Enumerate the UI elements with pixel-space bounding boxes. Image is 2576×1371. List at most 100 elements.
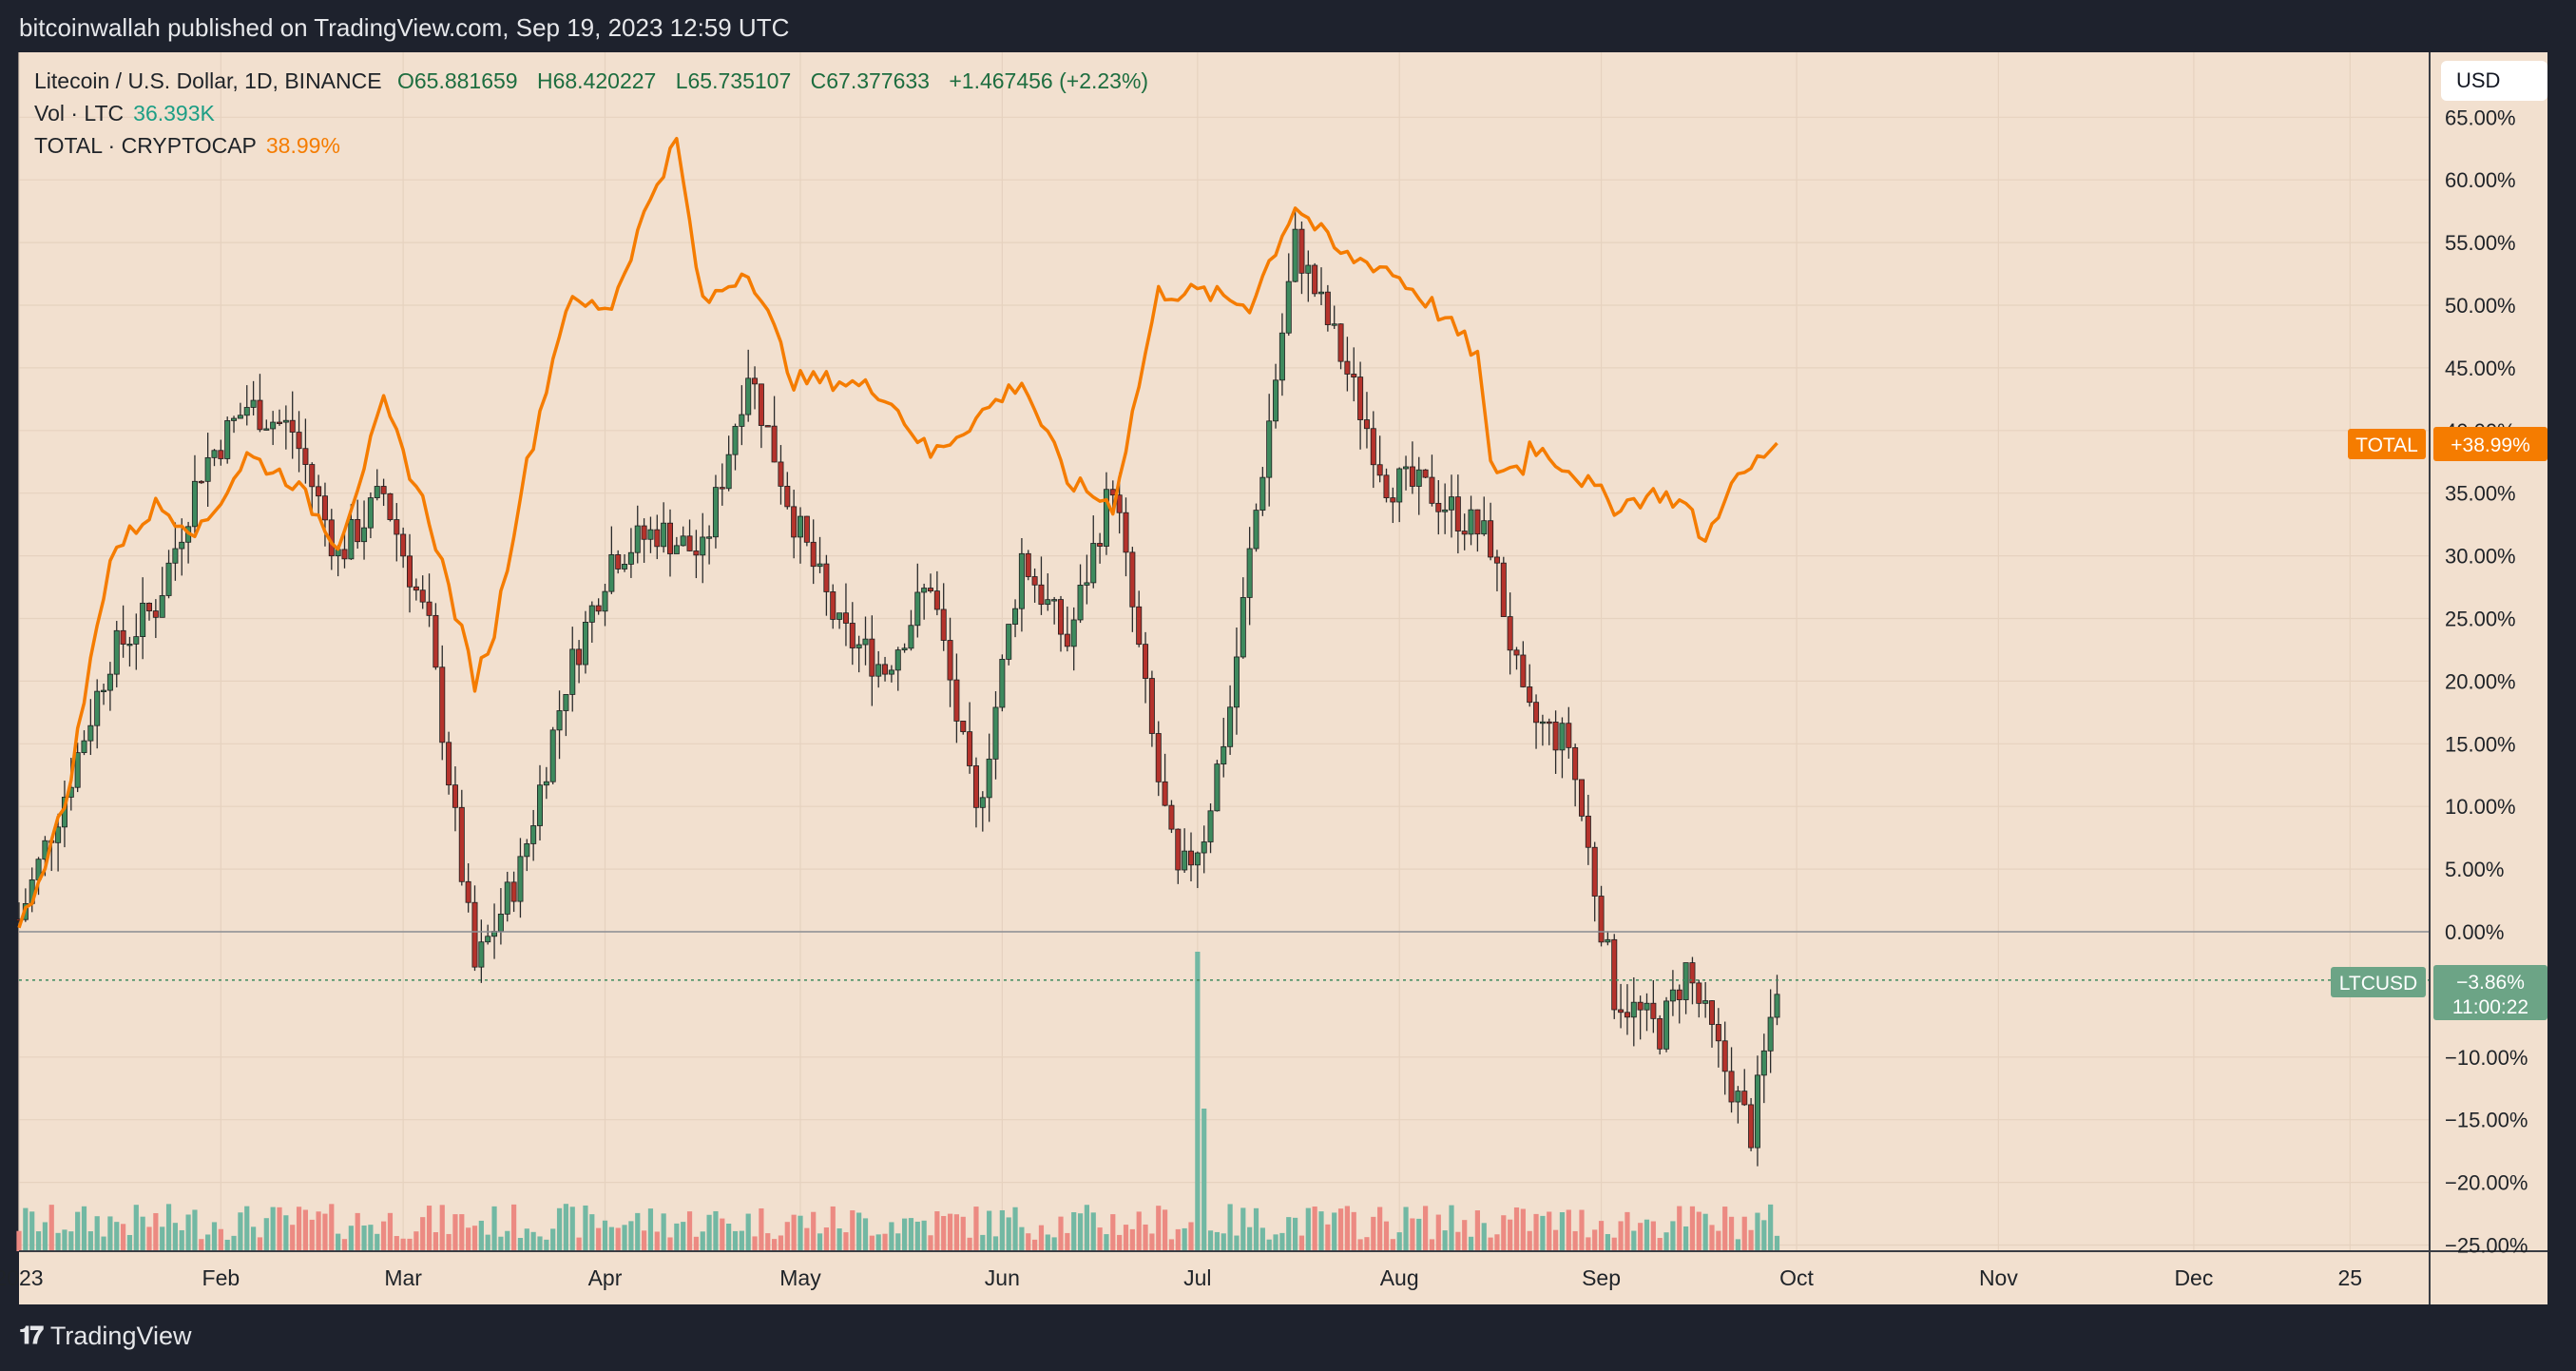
volume-bar xyxy=(667,1237,673,1251)
candle-body xyxy=(1767,1016,1774,1052)
candle-body xyxy=(817,563,823,568)
candle-body xyxy=(133,636,140,645)
candle-body xyxy=(1637,1001,1644,1011)
candle-body xyxy=(1136,606,1143,646)
volume-bar xyxy=(485,1234,490,1251)
candle-body xyxy=(732,426,739,455)
volume-bar xyxy=(706,1214,712,1251)
symbol-legend[interactable]: Litecoin / U.S. Dollar, 1D, BINANCE O65.… xyxy=(34,68,1162,94)
volume-bar xyxy=(146,1226,152,1251)
y-tick-label: −15.00% xyxy=(2445,1109,2528,1132)
volume-bar xyxy=(1696,1211,1701,1251)
volume-bar xyxy=(569,1207,575,1251)
candle-body xyxy=(569,648,576,695)
volume-bar xyxy=(1156,1206,1162,1251)
candle-body xyxy=(1390,497,1396,503)
volume-bar xyxy=(1026,1233,1031,1251)
candle-body xyxy=(543,781,549,786)
volume-bar xyxy=(1182,1227,1187,1251)
volume-bar xyxy=(726,1223,732,1251)
candle-body xyxy=(1070,619,1077,647)
volume-bar xyxy=(713,1210,719,1251)
y-axis[interactable]: 65.00%60.00%55.00%50.00%45.00%40.00%35.0… xyxy=(2445,106,2528,1257)
candle-body xyxy=(1481,520,1488,535)
total-cryptocap-line xyxy=(17,136,1778,929)
candle-body xyxy=(113,629,120,675)
candle-body xyxy=(798,515,804,538)
volume-bar xyxy=(1104,1234,1109,1251)
volume-bar xyxy=(1547,1211,1552,1251)
volume-legend[interactable]: Vol · LTC 36.393K xyxy=(34,101,215,126)
y-tick-label: 65.00% xyxy=(2445,106,2516,129)
candle-body xyxy=(1278,332,1285,381)
volume-bar xyxy=(1663,1232,1669,1251)
volume-bar xyxy=(647,1208,654,1251)
candle-body xyxy=(875,664,882,677)
candle-body xyxy=(1546,721,1552,724)
candle-body xyxy=(1624,1012,1630,1018)
publisher-line: bitcoinwallah published on TradingView.c… xyxy=(19,13,790,42)
volume-bar xyxy=(452,1214,458,1251)
volume-bar xyxy=(530,1231,536,1251)
candle-body xyxy=(452,784,458,808)
candle-body xyxy=(700,536,706,556)
x-tick-label: Aug xyxy=(1380,1265,1419,1290)
volume-bar xyxy=(1677,1206,1682,1251)
candle-body xyxy=(1148,678,1155,734)
candle-body xyxy=(478,941,485,968)
candle-body xyxy=(1669,989,1676,1002)
candle-body xyxy=(218,450,224,459)
candle-body xyxy=(803,515,810,543)
volume-bar xyxy=(1123,1225,1129,1251)
candle-body xyxy=(641,525,647,540)
candle-body xyxy=(1689,962,1696,984)
candle-body xyxy=(439,666,446,743)
volume-bar xyxy=(381,1221,387,1251)
candle-body xyxy=(661,522,667,548)
volume-bar xyxy=(1143,1224,1148,1251)
candle-body xyxy=(1728,1071,1735,1103)
volume-bar xyxy=(556,1207,563,1251)
volume-bar xyxy=(953,1214,959,1251)
candle-body xyxy=(894,649,901,671)
volume-bar xyxy=(843,1232,849,1251)
tradingview-brand[interactable]: 𝟏𝟕 TradingView xyxy=(19,1321,192,1351)
volume-bar xyxy=(1383,1221,1390,1251)
currency-button[interactable]: USD xyxy=(2441,61,2547,101)
volume-bar xyxy=(1234,1235,1240,1251)
volume-bar xyxy=(498,1236,504,1251)
candle-body xyxy=(1709,1000,1716,1025)
volume-bar xyxy=(205,1234,211,1251)
candle-body xyxy=(823,563,830,592)
volume-bar xyxy=(459,1214,465,1251)
candle-body xyxy=(282,419,289,423)
candle-body xyxy=(1754,1074,1760,1149)
volume-bar xyxy=(446,1233,452,1251)
volume-bar xyxy=(257,1237,263,1251)
candle-body xyxy=(1527,686,1533,704)
candle-body xyxy=(394,519,400,535)
volume-bar xyxy=(1488,1237,1493,1251)
volume-bar xyxy=(1501,1215,1507,1251)
candle-body xyxy=(263,428,270,431)
x-axis[interactable]: 2023 Feb Mar Apr May Jun Jul Aug Sep Oct Nov Dec 25 xyxy=(0,1265,2362,1290)
volume-bar xyxy=(400,1238,406,1251)
volume-bar xyxy=(1325,1224,1331,1251)
volume-bar xyxy=(1065,1232,1070,1251)
x-tick-label: Oct xyxy=(1779,1265,1814,1290)
volume-bar xyxy=(1357,1239,1363,1251)
candle-body xyxy=(1760,1050,1767,1076)
candle-body xyxy=(1182,850,1188,871)
volume-bar xyxy=(1351,1211,1356,1251)
volume-bar xyxy=(1435,1214,1441,1251)
change-value: +1.467456 (+2.23%) xyxy=(949,68,1149,93)
chart-pane[interactable] xyxy=(19,52,2547,1304)
candle-body xyxy=(1520,654,1527,687)
total-legend[interactable]: TOTAL · CRYPTOCAP 38.99% xyxy=(34,133,340,159)
volume-bar xyxy=(1689,1206,1696,1251)
candle-body xyxy=(204,456,211,482)
volume-bar xyxy=(1077,1213,1084,1251)
candle-body xyxy=(55,826,62,843)
volume-bar xyxy=(674,1223,680,1251)
